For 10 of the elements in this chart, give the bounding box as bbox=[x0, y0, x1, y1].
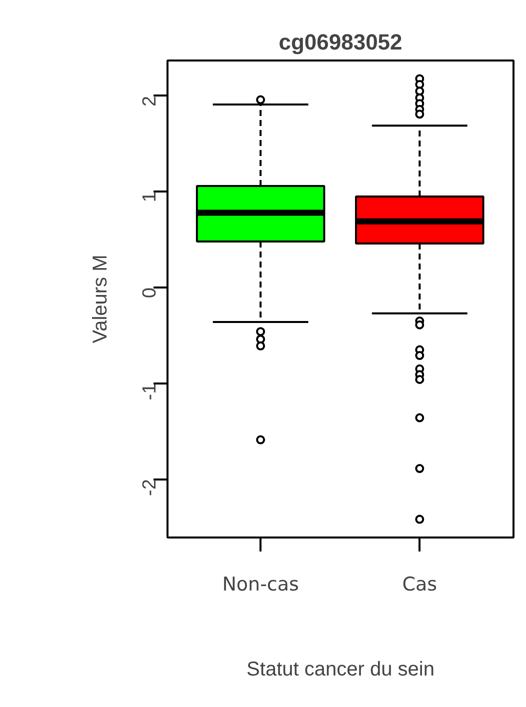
y-tick-label: 2 bbox=[140, 96, 160, 107]
y-tick-label: -1 bbox=[140, 383, 160, 400]
x-tick-label: Cas bbox=[402, 574, 438, 596]
y-axis-title: Valeurs M bbox=[90, 254, 112, 344]
y-tick-label: -2 bbox=[140, 479, 160, 496]
y-tick-label: 1 bbox=[140, 192, 160, 202]
chart-title: cg06983052 bbox=[278, 30, 402, 54]
x-tick-label: Non-cas bbox=[222, 574, 299, 596]
y-tick-label: 0 bbox=[140, 287, 160, 298]
x-axis-title: Statut cancer du sein bbox=[246, 658, 434, 680]
